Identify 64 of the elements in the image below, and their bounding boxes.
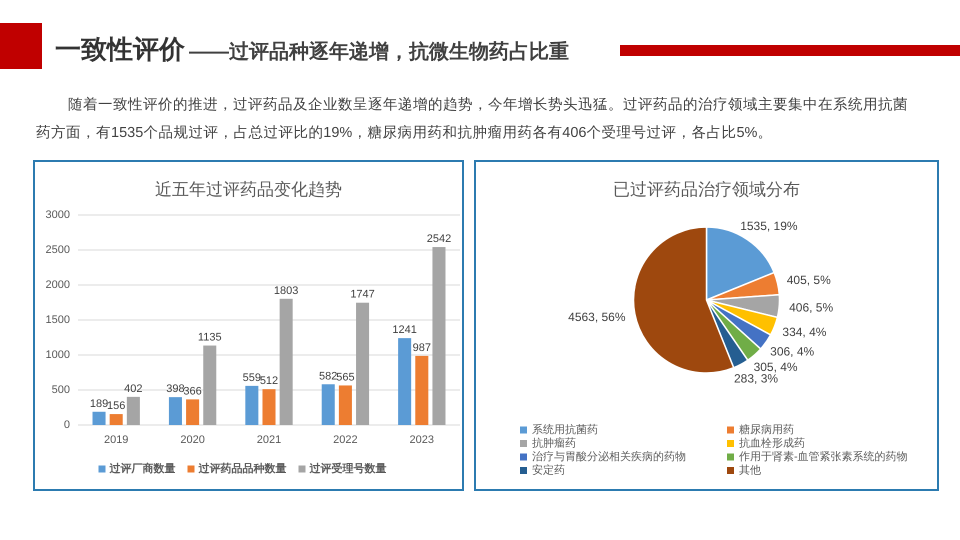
- bar: [203, 346, 216, 425]
- bar: [186, 399, 200, 425]
- legend-label: 过评厂商数量: [108, 462, 176, 475]
- x-tick-label: 2022: [333, 434, 358, 446]
- bar: [110, 414, 123, 425]
- data-label: 1747: [350, 288, 375, 301]
- text: 一致性评价: [55, 34, 186, 64]
- x-tick-label: 2019: [104, 434, 128, 446]
- data-label: 987: [412, 342, 431, 354]
- y-tick-label: 1000: [46, 349, 70, 361]
- legend-label: 作用于肾素-血管紧张素系统的药物: [738, 450, 908, 463]
- x-tick-label: 2023: [410, 434, 434, 446]
- legend-label: 其他: [739, 464, 761, 476]
- y-tick-label: 3000: [46, 209, 70, 221]
- legend-label: 抗肿瘤药: [532, 436, 576, 450]
- bar: [356, 302, 370, 425]
- y-tick-label: 0: [64, 419, 70, 431]
- chart-title: 近五年过评药品变化趋势: [155, 180, 342, 198]
- data-label: 189: [90, 398, 108, 410]
- y-tick-label: 500: [52, 384, 70, 396]
- bar: [432, 247, 446, 425]
- data-label: 156: [107, 400, 126, 412]
- data-label: 1135: [198, 332, 222, 344]
- legend-label: 糖尿病用药: [739, 423, 794, 436]
- bar: [415, 356, 428, 425]
- y-tick-label: 2000: [46, 279, 70, 291]
- bar: [280, 298, 293, 425]
- bar: [262, 389, 276, 425]
- bar: [338, 385, 352, 425]
- data-label: 565: [336, 371, 355, 384]
- legend-label: 系统用抗菌药: [532, 423, 598, 436]
- data-label: 582: [319, 370, 338, 382]
- text: 随着一致性评价的推进，过评药品及企业数呈逐年递增的趋势，今年增长势头迅猛。过评药品的治疗领域主要集中在系统用抗菌药方面，有1535个品规过评，占总过评比的19%，糖尿病用药和抗肿瘤用药各有406个受理号过评，各占比5%。: [36, 96, 908, 141]
- chart-title: 已过评药品治疗领域分布: [613, 180, 800, 198]
- data-label: 512: [260, 375, 278, 388]
- data-label: 2542: [426, 233, 452, 246]
- data-label: 334, 4%: [782, 325, 827, 340]
- legend-label: 抗血栓形成药: [739, 436, 805, 450]
- bar: [126, 396, 140, 425]
- data-label: 559: [242, 372, 262, 384]
- text: ——过评品种逐年递增，抗微生物药占比重: [189, 40, 569, 63]
- data-label: 4563, 56%: [568, 310, 626, 324]
- y-tick-label: 1500: [46, 314, 70, 326]
- data-label: 405, 5%: [786, 272, 832, 287]
- data-label: 398: [166, 383, 185, 396]
- data-label: 402: [124, 382, 143, 395]
- x-tick-label: 2020: [180, 434, 205, 446]
- x-tick-label: 2021: [256, 434, 282, 446]
- bar: [398, 338, 412, 425]
- y-tick-label: 2500: [46, 244, 70, 256]
- legend-label: 过评受理号数量: [308, 462, 386, 475]
- bar: [168, 397, 182, 425]
- legend-label: 过评药品品种数量: [198, 462, 286, 475]
- legend-label: 治疗与胃酸分泌相关疾病的药物: [532, 450, 686, 463]
- data-label: 1803: [274, 284, 298, 297]
- bar: [92, 412, 106, 425]
- data-label: 1535, 19%: [740, 219, 798, 234]
- data-label: 406, 5%: [789, 300, 834, 314]
- bar: [322, 384, 335, 425]
- data-label: 1241: [392, 324, 417, 336]
- bar: [245, 386, 258, 425]
- legend-label: 安定药: [532, 464, 565, 476]
- data-label: 306, 4%: [770, 344, 815, 358]
- data-label: 366: [183, 385, 202, 398]
